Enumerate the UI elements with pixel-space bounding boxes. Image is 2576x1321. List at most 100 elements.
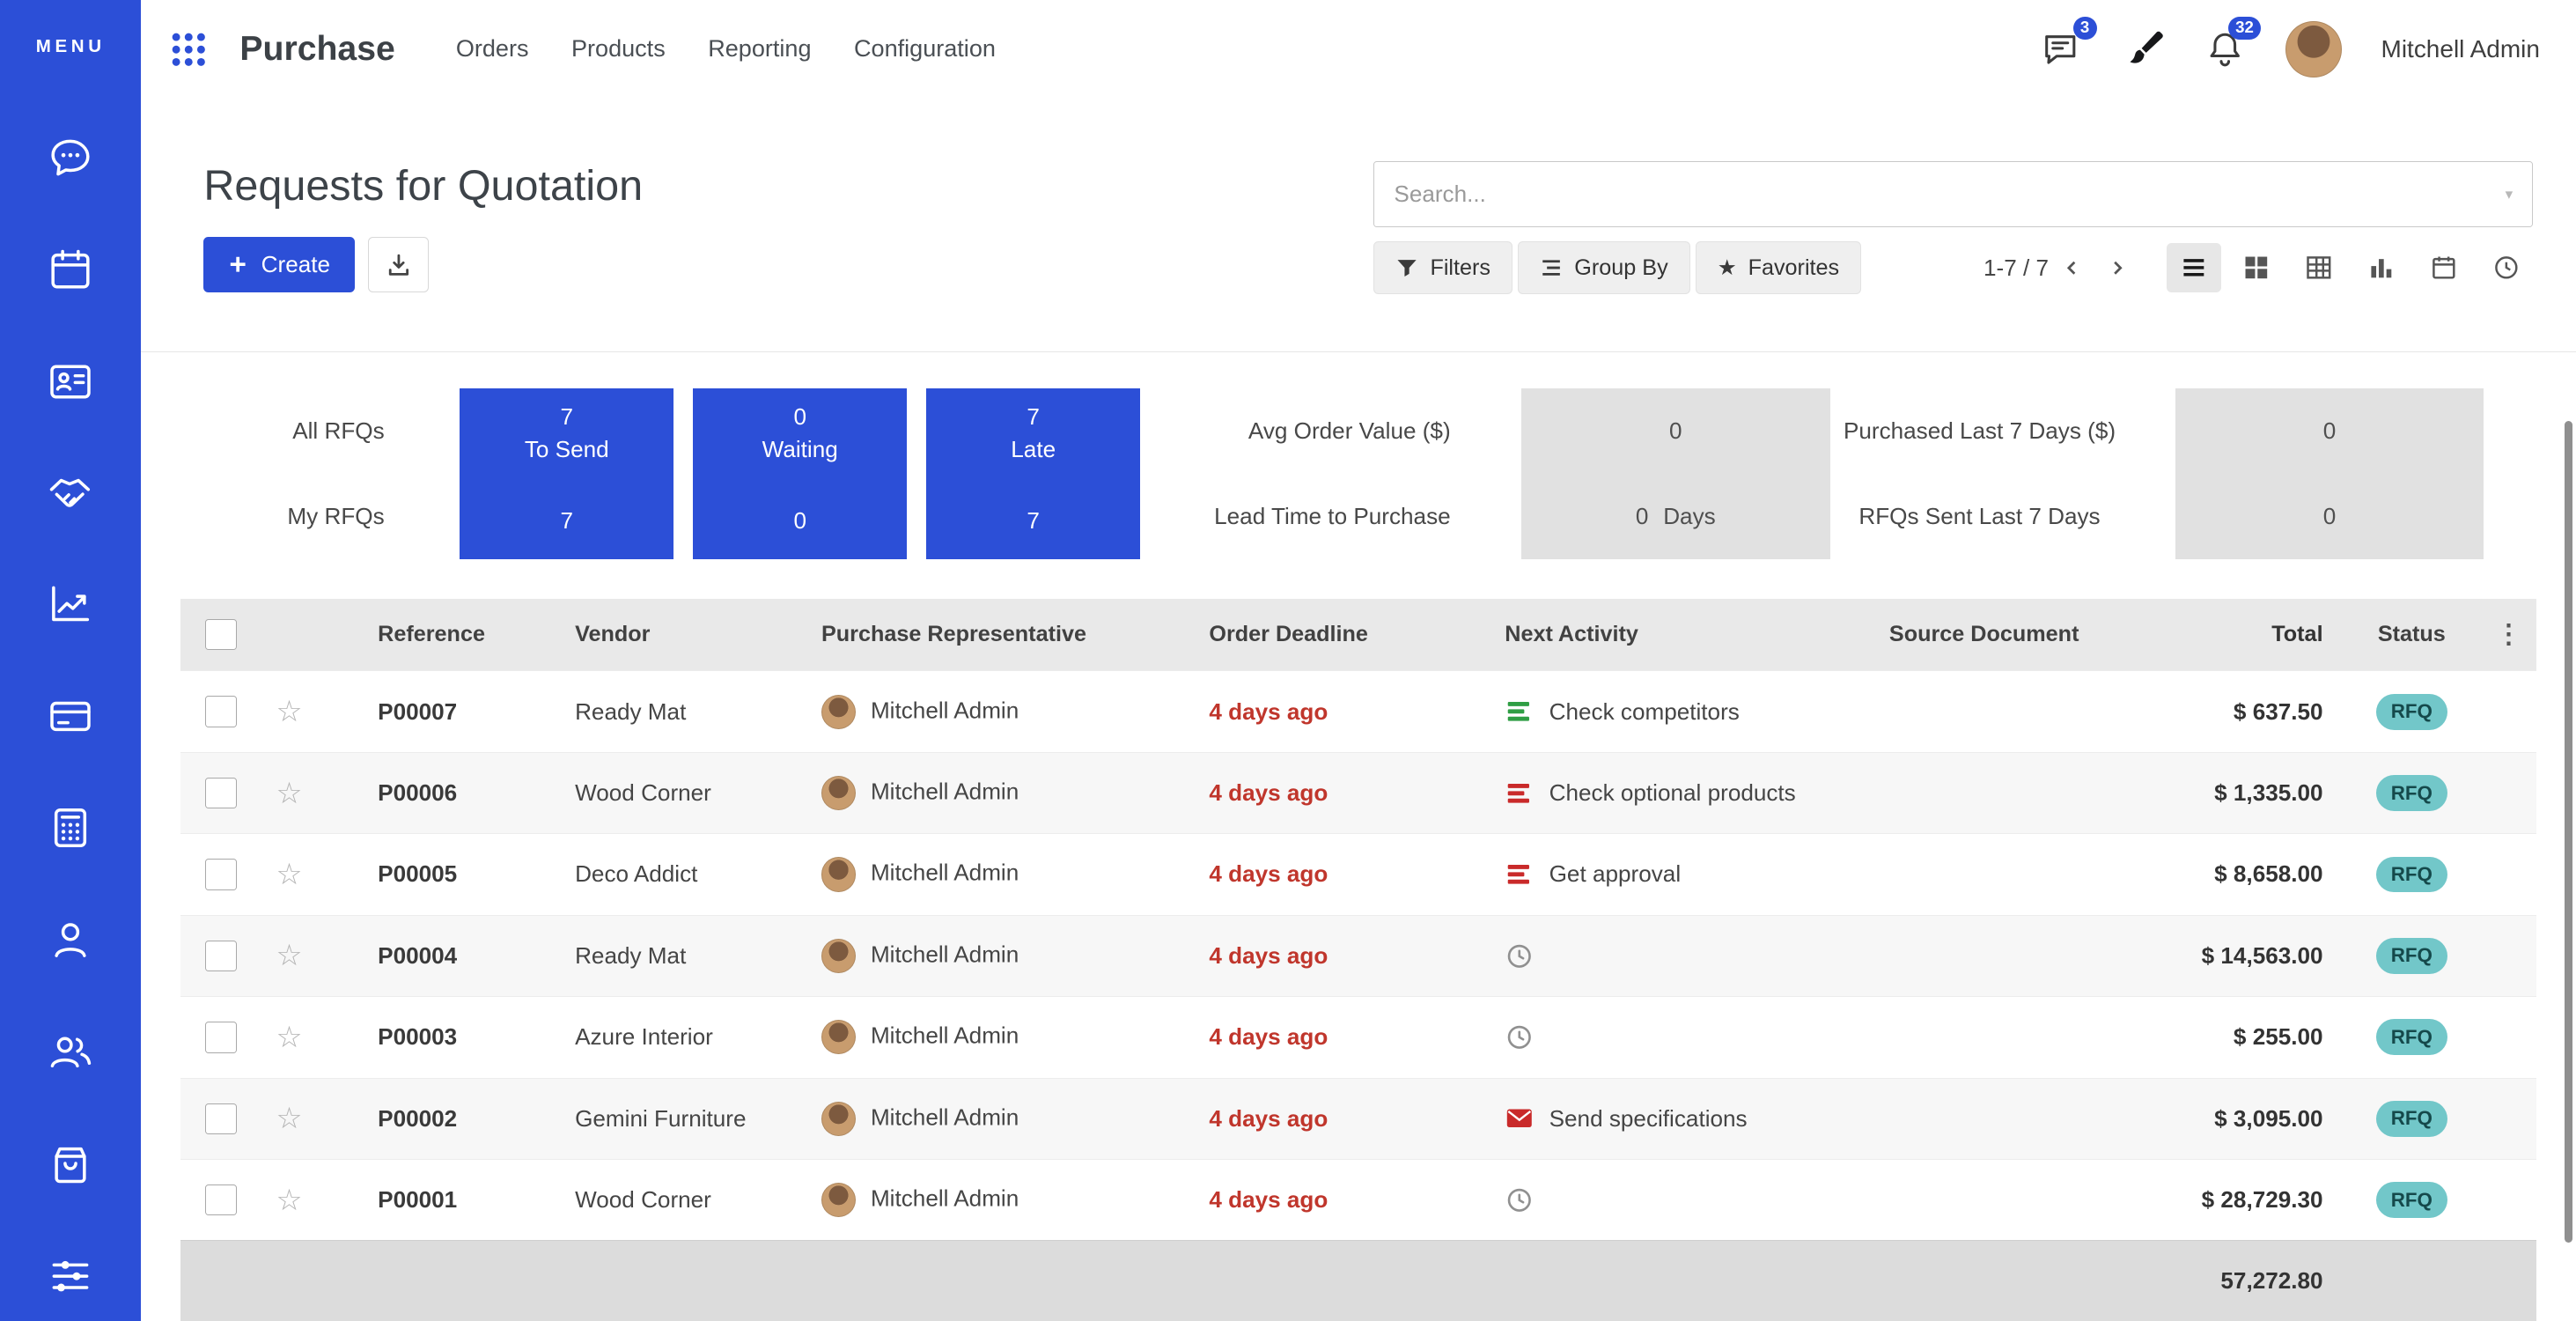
paintbrush-icon[interactable] <box>2122 28 2165 71</box>
favorite-star-icon[interactable]: ☆ <box>276 696 303 729</box>
group-by-button[interactable]: Group By <box>1517 241 1690 294</box>
cell-next-activity[interactable]: Send specifications <box>1465 1077 1851 1160</box>
chat-bubble-icon[interactable] <box>46 133 95 182</box>
control-right: ▾ Filters Group By ★ Favorites 1 <box>1373 160 2534 294</box>
search-dropdown-caret-icon[interactable]: ▾ <box>2505 185 2513 203</box>
cell-total: $ 255.00 <box>2161 996 2343 1079</box>
cell-total: $ 637.50 <box>2161 670 2343 753</box>
favorite-star-icon[interactable]: ☆ <box>276 1021 303 1054</box>
calendar-view-button[interactable] <box>2417 243 2471 292</box>
activity-type-icon[interactable] <box>1505 697 1535 727</box>
table-row[interactable]: ☆ P00005 Deco Addict Mitchell Admin 4 da… <box>180 833 2537 916</box>
user-name[interactable]: Mitchell Admin <box>2381 34 2540 63</box>
activity-type-icon[interactable] <box>1505 779 1535 808</box>
favorites-button[interactable]: ★ Favorites <box>1695 241 1862 294</box>
favorite-star-icon[interactable]: ☆ <box>276 940 303 973</box>
activity-type-icon[interactable] <box>1505 1103 1535 1133</box>
export-button[interactable] <box>367 236 429 293</box>
row-checkbox[interactable] <box>205 1184 237 1216</box>
calendar-icon[interactable] <box>46 245 95 294</box>
row-checkbox[interactable] <box>205 859 237 890</box>
pager-next-button[interactable] <box>2094 245 2140 291</box>
pager-previous-button[interactable] <box>2049 245 2094 291</box>
menu-reporting[interactable]: Reporting <box>708 35 812 63</box>
select-all-checkbox[interactable] <box>205 618 237 651</box>
activity-type-icon[interactable] <box>1505 1022 1535 1052</box>
handshake-icon[interactable] <box>46 469 95 518</box>
row-checkbox[interactable] <box>205 777 237 809</box>
favorite-star-icon[interactable]: ☆ <box>276 777 303 810</box>
header-reference[interactable]: Reference <box>338 598 536 671</box>
favorite-star-icon[interactable]: ☆ <box>276 1184 303 1217</box>
pivot-icon <box>2307 256 2331 279</box>
tile-to-send[interactable]: 7 To Send 7 <box>460 388 674 560</box>
tile-late[interactable]: 7 Late 7 <box>926 388 1140 560</box>
favorite-star-icon[interactable]: ☆ <box>276 1103 303 1136</box>
header-order-deadline[interactable]: Order Deadline <box>1169 598 1466 671</box>
cell-next-activity[interactable]: Check optional products <box>1465 751 1851 834</box>
header-total[interactable]: Total <box>2161 598 2343 671</box>
cell-total: $ 1,335.00 <box>2161 751 2343 834</box>
menu-orders[interactable]: Orders <box>455 35 529 63</box>
credit-card-icon[interactable] <box>46 691 95 741</box>
activity-type-icon[interactable] <box>1505 941 1535 971</box>
search-input[interactable] <box>1390 178 2502 210</box>
graph-view-button[interactable] <box>2354 243 2409 292</box>
header-next-activity[interactable]: Next Activity <box>1465 598 1851 671</box>
activity-view-button[interactable] <box>2479 243 2534 292</box>
menu-products[interactable]: Products <box>570 35 666 63</box>
tile-waiting[interactable]: 0 Waiting 0 <box>693 388 908 560</box>
messages-icon[interactable]: 3 <box>2039 16 2097 71</box>
id-card-icon[interactable] <box>46 357 95 406</box>
cell-next-activity[interactable]: Get approval <box>1465 833 1851 916</box>
filters-button[interactable]: Filters <box>1373 241 1513 294</box>
cell-reference: P00004 <box>338 914 536 997</box>
row-checkbox[interactable] <box>205 696 237 727</box>
app-title[interactable]: Purchase <box>239 29 395 68</box>
rfqs-sent-last7-label: RFQs Sent Last 7 Days <box>1858 503 2101 529</box>
cell-next-activity[interactable] <box>1465 1158 1851 1241</box>
favorite-star-icon[interactable]: ☆ <box>276 858 303 891</box>
filters-label: Filters <box>1430 255 1491 280</box>
avg-stat-labels: Avg Order Value ($) Lead Time to Purchas… <box>1150 388 1451 559</box>
row-checkbox[interactable] <box>205 940 237 972</box>
all-rfqs-filter[interactable]: All RFQs <box>292 417 385 445</box>
kanban-view-button[interactable] <box>2229 243 2284 292</box>
header-vendor[interactable]: Vendor <box>535 598 783 671</box>
table-row[interactable]: ☆ P00006 Wood Corner Mitchell Admin 4 da… <box>180 751 2537 834</box>
table-row[interactable]: ☆ P00002 Gemini Furniture Mitchell Admin… <box>180 1077 2537 1160</box>
table-row[interactable]: ☆ P00001 Wood Corner Mitchell Admin 4 da… <box>180 1158 2537 1241</box>
shopping-bag-icon[interactable] <box>46 1139 95 1188</box>
create-button[interactable]: Create <box>203 236 356 293</box>
header-source-document[interactable]: Source Document <box>1850 598 2162 671</box>
apps-grid-icon[interactable] <box>167 28 210 71</box>
representative-avatar <box>821 694 857 729</box>
menu-configuration[interactable]: Configuration <box>854 35 996 63</box>
optional-columns-icon[interactable]: ⋮ <box>2480 598 2537 671</box>
header-representative[interactable]: Purchase Representative <box>782 598 1170 671</box>
my-rfqs-filter[interactable]: My RFQs <box>287 503 385 529</box>
cell-source-document <box>1850 1077 2162 1160</box>
sliders-icon[interactable] <box>46 1251 95 1300</box>
cell-next-activity[interactable] <box>1465 914 1851 997</box>
row-checkbox[interactable] <box>205 1022 237 1053</box>
bell-icon[interactable]: 32 <box>2204 16 2262 71</box>
clock-icon <box>1507 944 1532 968</box>
list-view-button[interactable] <box>2167 243 2221 293</box>
cell-next-activity[interactable]: Check competitors <box>1465 670 1851 753</box>
users-icon[interactable] <box>46 1027 95 1076</box>
user-avatar[interactable] <box>2285 21 2342 77</box>
line-chart-icon[interactable] <box>46 579 95 629</box>
header-status[interactable]: Status <box>2342 598 2481 671</box>
table-row[interactable]: ☆ P00007 Ready Mat Mitchell Admin 4 days… <box>180 670 2537 753</box>
table-row[interactable]: ☆ P00004 Ready Mat Mitchell Admin 4 days… <box>180 914 2537 997</box>
table-row[interactable]: ☆ P00003 Azure Interior Mitchell Admin 4… <box>180 996 2537 1079</box>
calculator-icon[interactable] <box>46 803 95 852</box>
vertical-scrollbar[interactable] <box>2564 420 2573 1243</box>
cell-next-activity[interactable] <box>1465 996 1851 1079</box>
user-icon[interactable] <box>46 915 95 964</box>
activity-type-icon[interactable] <box>1505 860 1535 889</box>
activity-type-icon[interactable] <box>1505 1185 1535 1215</box>
row-checkbox[interactable] <box>205 1103 237 1134</box>
pivot-view-button[interactable] <box>2292 243 2346 292</box>
